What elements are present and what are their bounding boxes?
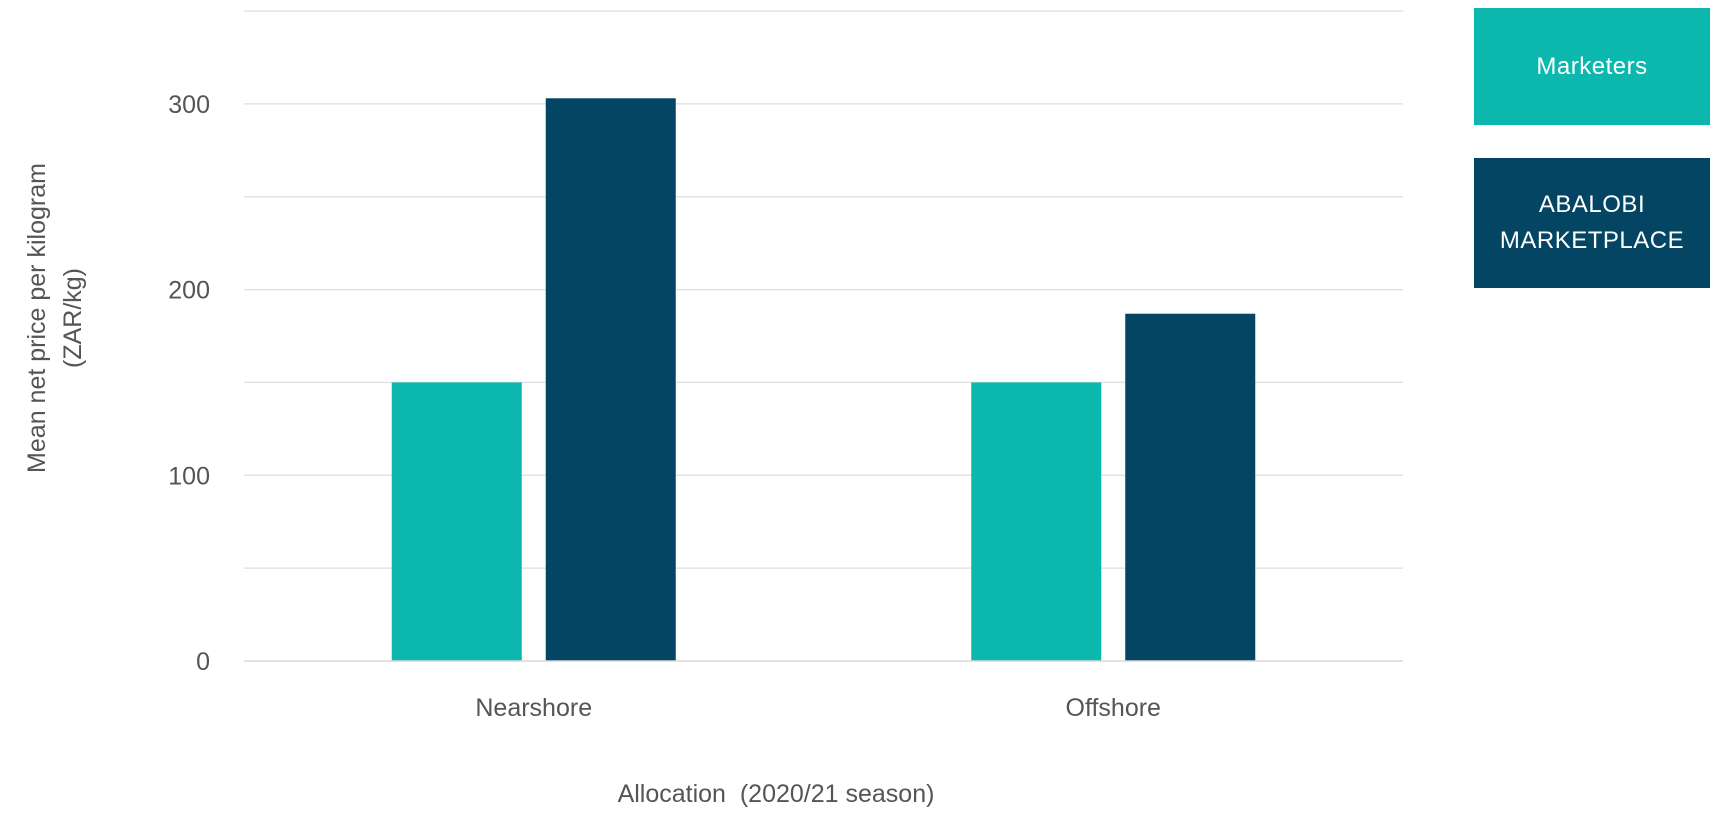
y-tick-labels: 0 100 200 300: [168, 91, 210, 676]
y-axis-title: Mean net price per kilogram (ZAR/kg): [23, 163, 87, 473]
bar-offshore-series-2: [1125, 313, 1256, 661]
legend-item-abalobi-marketplace: ABALOBI MARKETPLACE: [1474, 158, 1710, 288]
x-tick-labels: Nearshore Offshore: [475, 694, 1161, 722]
y-tick-label-0: 0: [196, 648, 210, 676]
legend-label-abalobi-marketplace: ABALOBI MARKETPLACE: [1499, 191, 1685, 254]
x-tick-label-nearshore: Nearshore: [475, 694, 592, 722]
legend-label-marketers: Marketers: [1536, 52, 1648, 80]
y-axis-title-line-2: (ZAR/kg): [59, 268, 87, 368]
legend-item-marketers: Marketers: [1474, 8, 1710, 125]
y-axis-title-line-1: Mean net price per kilogram: [23, 163, 51, 473]
bars: [244, 98, 1403, 662]
bar-nearshore-series-2: [545, 98, 676, 662]
y-tick-label-200: 200: [168, 277, 210, 305]
bar-nearshore-series-1: [391, 382, 522, 661]
x-tick-label-offshore: Offshore: [1066, 694, 1161, 722]
x-axis-title: Allocation (2020/21 season): [618, 780, 935, 808]
y-tick-label-100: 100: [168, 462, 210, 490]
y-tick-label-300: 300: [168, 91, 210, 119]
bar-offshore-series-1: [971, 382, 1102, 661]
